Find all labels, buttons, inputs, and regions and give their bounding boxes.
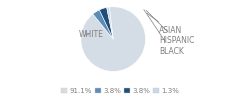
Wedge shape: [107, 7, 113, 39]
Text: ASIAN: ASIAN: [147, 13, 182, 35]
Text: WHITE: WHITE: [79, 30, 104, 39]
Text: BLACK: BLACK: [144, 10, 184, 56]
Text: HISPANIC: HISPANIC: [146, 10, 194, 45]
Legend: 91.1%, 3.8%, 3.8%, 1.3%: 91.1%, 3.8%, 3.8%, 1.3%: [58, 85, 182, 96]
Wedge shape: [99, 8, 113, 39]
Wedge shape: [81, 7, 145, 71]
Wedge shape: [93, 10, 113, 39]
